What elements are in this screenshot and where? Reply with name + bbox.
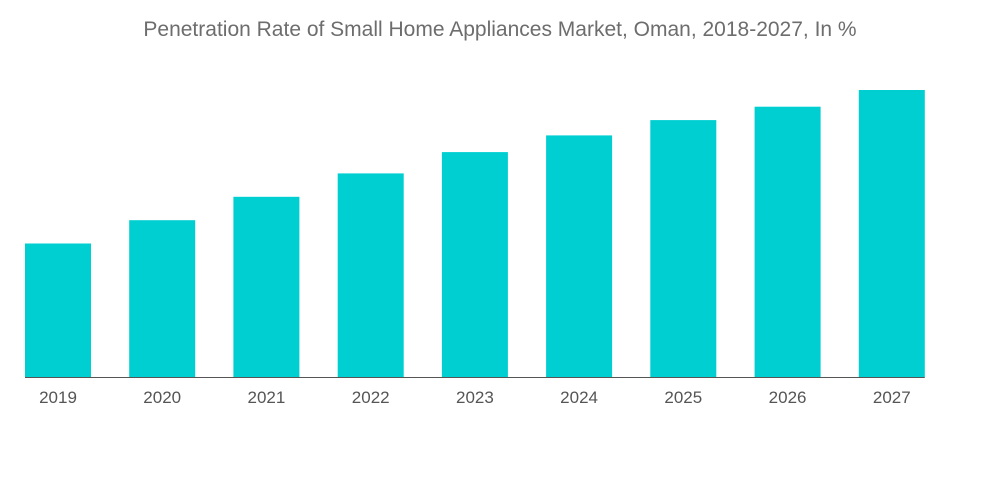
x-tick-label-2024: 2024 (560, 388, 598, 407)
x-tick-label-2025: 2025 (664, 388, 702, 407)
bar-2024 (546, 135, 613, 377)
bars-group (25, 90, 925, 377)
bar-2026 (754, 106, 821, 377)
bar-2023 (441, 152, 508, 377)
x-tick-label-2020: 2020 (143, 388, 181, 407)
x-tick-label-2027: 2027 (873, 388, 911, 407)
x-tick-label-2021: 2021 (247, 388, 285, 407)
chart-title: Penetration Rate of Small Home Appliance… (143, 18, 857, 41)
bar-2027 (858, 90, 925, 377)
bar-2022 (337, 173, 404, 377)
bar-2019 (25, 243, 91, 377)
x-tick-label-2019: 2019 (39, 388, 77, 407)
x-tick-label-2023: 2023 (456, 388, 494, 407)
bar-2025 (650, 120, 717, 377)
bar-2020 (129, 220, 196, 377)
tick-labels-group: 2019 2020 2021 2022 2023 2024 2025 2026 2027 (39, 388, 911, 407)
bar-2021 (233, 196, 300, 377)
x-tick-label-2022: 2022 (352, 388, 390, 407)
x-tick-label-2026: 2026 (769, 388, 807, 407)
